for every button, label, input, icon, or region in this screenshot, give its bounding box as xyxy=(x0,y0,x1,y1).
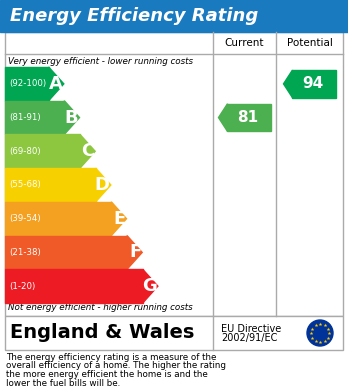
Bar xyxy=(5,32,343,316)
Polygon shape xyxy=(49,67,64,101)
Circle shape xyxy=(307,320,333,346)
Text: the more energy efficient the home is and the: the more energy efficient the home is an… xyxy=(6,370,208,379)
Bar xyxy=(5,269,143,303)
Text: Potential: Potential xyxy=(286,38,332,48)
Text: F: F xyxy=(129,244,141,262)
Polygon shape xyxy=(111,202,127,235)
Bar xyxy=(5,316,343,350)
Polygon shape xyxy=(80,135,95,168)
Text: (21-38): (21-38) xyxy=(9,248,41,257)
Text: (69-80): (69-80) xyxy=(9,147,41,156)
Polygon shape xyxy=(143,269,158,303)
Text: A: A xyxy=(49,75,63,93)
Bar xyxy=(5,67,49,101)
Polygon shape xyxy=(219,104,228,131)
Bar xyxy=(228,104,270,131)
Text: (81-91): (81-91) xyxy=(9,113,41,122)
Text: EU Directive: EU Directive xyxy=(221,324,281,334)
Bar xyxy=(292,70,335,98)
Polygon shape xyxy=(64,101,79,135)
Text: 2002/91/EC: 2002/91/EC xyxy=(221,333,277,343)
Bar xyxy=(5,101,64,135)
Text: D: D xyxy=(95,176,110,194)
Text: (1-20): (1-20) xyxy=(9,282,35,291)
Text: lower the fuel bills will be.: lower the fuel bills will be. xyxy=(6,378,120,387)
Text: E: E xyxy=(113,210,126,228)
Text: overall efficiency of a home. The higher the rating: overall efficiency of a home. The higher… xyxy=(6,362,226,371)
Text: Current: Current xyxy=(225,38,264,48)
Bar xyxy=(5,168,96,202)
Bar xyxy=(5,202,111,235)
Text: (39-54): (39-54) xyxy=(9,214,41,223)
Polygon shape xyxy=(127,235,142,269)
Text: B: B xyxy=(65,109,79,127)
Text: The energy efficiency rating is a measure of the: The energy efficiency rating is a measur… xyxy=(6,353,216,362)
Text: 94: 94 xyxy=(302,76,323,91)
Text: (92-100): (92-100) xyxy=(9,79,46,88)
Polygon shape xyxy=(284,70,292,98)
Text: (55-68): (55-68) xyxy=(9,181,41,190)
Polygon shape xyxy=(96,168,111,202)
Text: England & Wales: England & Wales xyxy=(10,323,195,343)
Text: Not energy efficient - higher running costs: Not energy efficient - higher running co… xyxy=(8,303,193,312)
Text: 81: 81 xyxy=(237,110,258,125)
Bar xyxy=(5,135,80,168)
Bar xyxy=(5,235,127,269)
Bar xyxy=(0,0,348,32)
Text: G: G xyxy=(142,277,157,295)
Text: Very energy efficient - lower running costs: Very energy efficient - lower running co… xyxy=(8,57,193,66)
Text: C: C xyxy=(81,142,94,160)
Text: Energy Efficiency Rating: Energy Efficiency Rating xyxy=(10,7,258,25)
